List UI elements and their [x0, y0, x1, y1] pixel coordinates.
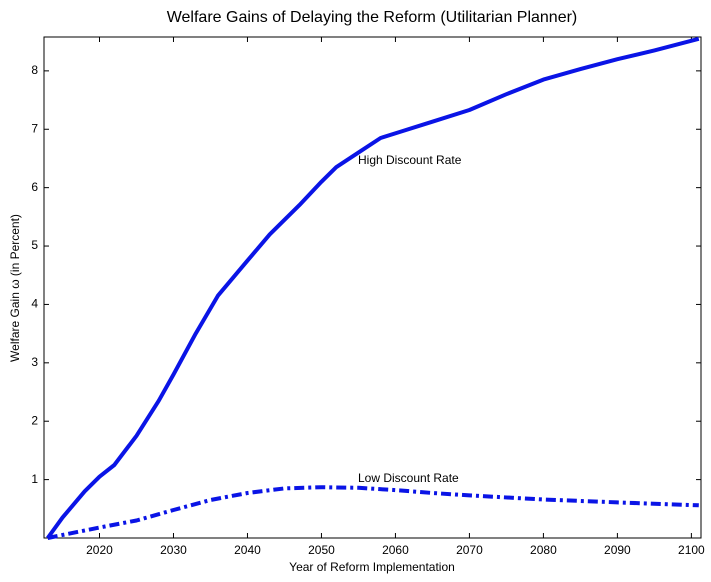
plot-frame — [43, 36, 702, 539]
y-axis-label: Welfare Gain ω (in Percent) — [8, 214, 22, 362]
x-tick-label: 2020 — [86, 543, 113, 557]
x-tick-label: 2070 — [456, 543, 483, 557]
x-tick-label: 2100 — [678, 543, 705, 557]
y-tick-label: 8 — [31, 63, 38, 77]
y-tick-label: 5 — [31, 238, 38, 252]
x-tick-label: 2050 — [308, 543, 335, 557]
series-line — [47, 485, 699, 540]
x-tick-label: 2090 — [604, 543, 631, 557]
x-tick-label: 2060 — [382, 543, 409, 557]
y-tick-label: 7 — [31, 121, 38, 135]
y-tick-label: 4 — [31, 297, 38, 311]
annotation: High Discount Rate — [358, 153, 462, 167]
y-tick-label: 2 — [31, 413, 38, 427]
y-tick-label: 1 — [31, 472, 38, 486]
series-line — [46, 36, 700, 540]
chart-title: Welfare Gains of Delaying the Reform (Ut… — [167, 9, 578, 26]
x-tick-label: 2040 — [234, 543, 261, 557]
annotation: Low Discount Rate — [358, 471, 459, 485]
y-tick-label: 6 — [31, 180, 38, 194]
y-tick-label: 3 — [31, 355, 38, 369]
x-tick-label: 2080 — [530, 543, 557, 557]
x-axis-label: Year of Reform Implementation — [289, 560, 455, 574]
x-tick-label: 2030 — [160, 543, 187, 557]
